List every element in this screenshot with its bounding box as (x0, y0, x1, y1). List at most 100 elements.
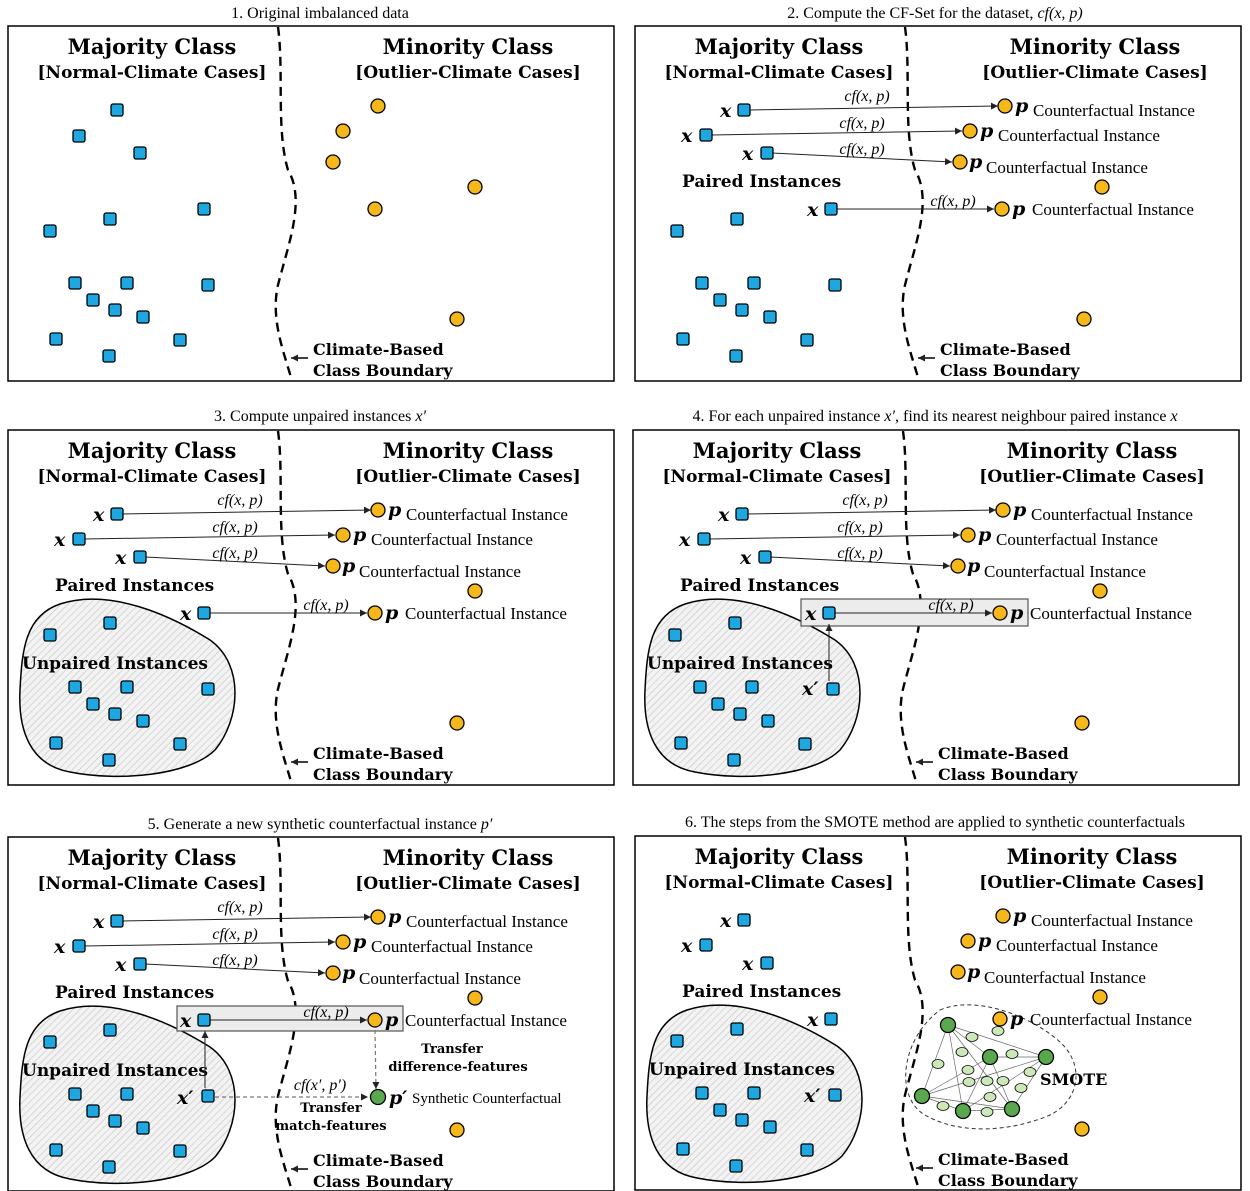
cf-label: cf(x, p) (839, 141, 884, 158)
panel-6-caption: 6. The steps from the SMOTE method are a… (685, 814, 1185, 831)
majority-square (763, 310, 777, 324)
majority-square (68, 680, 82, 694)
p-label: p (353, 524, 367, 546)
minority-circle (367, 1012, 383, 1028)
majority-square (728, 616, 742, 630)
minority-circle (1094, 179, 1110, 195)
minority-circle (995, 502, 1011, 518)
panel-1-caption: 1. Original imbalanced data (231, 5, 409, 22)
panel-1: 1. Original imbalanced data Majority Cla… (7, 5, 615, 382)
majority-square (828, 1088, 842, 1102)
panel-4: 4. For each unpaired instance x′, find i… (632, 408, 1240, 786)
majority-square (733, 707, 747, 721)
p-label: p (1010, 1008, 1024, 1030)
majority-square (68, 276, 82, 290)
transfer-match-label-line2: match-features (275, 1119, 386, 1134)
majority-square (102, 753, 116, 767)
x-label: x (680, 125, 693, 147)
x-label: x (806, 1009, 819, 1031)
majority-square (103, 1023, 117, 1037)
cf-label: cf(x, p) (217, 492, 262, 509)
majority-square (173, 333, 187, 347)
cf-arrow (710, 127, 963, 136)
smote-generated-point (996, 1076, 1010, 1086)
majority-square (49, 736, 63, 750)
majority-square (711, 697, 725, 711)
cf-label: cf(x, p) (212, 952, 257, 969)
majority-square (730, 212, 744, 226)
cf-label: cf(x, p) (839, 115, 884, 132)
counterfactual-label: Counterfactual Instance (984, 968, 1146, 987)
smote-edge (921, 1056, 1047, 1097)
cf-arrow (746, 506, 997, 515)
majority-square (108, 1114, 122, 1128)
unpaired-instances-label: Unpaired Instances (649, 1060, 835, 1080)
p-label: p (978, 524, 992, 546)
cf-label: cf(x, p) (212, 926, 257, 943)
cf-label: cf(x, p) (842, 492, 887, 509)
majority-class-subtitle: [Normal-Climate Cases] (38, 874, 267, 894)
majority-square (108, 303, 122, 317)
smote-generated-point (1023, 1067, 1037, 1077)
panel-2-frame (634, 25, 1242, 382)
counterfactual-label: Counterfactual Instance (405, 1011, 567, 1030)
majority-square (120, 1087, 134, 1101)
minority-circle (370, 98, 386, 114)
x-label: x (741, 143, 754, 165)
majority-square (735, 507, 749, 521)
x-label: x (179, 603, 192, 625)
p-label: p (1015, 95, 1029, 117)
smote-generated-point (991, 1026, 1005, 1036)
minority-circle (367, 605, 383, 621)
minority-circle (367, 201, 383, 217)
smote-generated-point (965, 1032, 979, 1042)
boundary-label-line2: Class Boundary (313, 765, 453, 784)
majority-instances (668, 507, 840, 767)
majority-square (713, 293, 727, 307)
majority-square (668, 628, 682, 642)
majority-class-title: Majority Class (693, 438, 862, 463)
counterfactual-label: Counterfactual Instance (405, 604, 567, 623)
majority-square (110, 914, 124, 928)
majority-square (86, 697, 100, 711)
minority-class-title: Minority Class (1010, 34, 1181, 59)
counterfactual-label: Counterfactual Instance (359, 562, 521, 581)
synthetic-counterfactual-circle (954, 1102, 972, 1120)
majority-square (72, 129, 86, 143)
x-label: x (804, 603, 817, 625)
majority-square (49, 332, 63, 346)
minority-circle (962, 123, 978, 139)
minority-circle (995, 908, 1011, 924)
majority-class-title: Majority Class (68, 34, 237, 59)
x-label: x (741, 953, 754, 975)
p-label: p (342, 555, 356, 577)
majority-square (201, 682, 215, 696)
p-label: p (967, 961, 981, 983)
majority-square (674, 736, 688, 750)
majority-square (760, 146, 774, 160)
smote-generated-point (1005, 1049, 1019, 1059)
majority-square (197, 1013, 211, 1027)
majority-square (737, 103, 751, 117)
minority-class-title: Minority Class (1007, 844, 1178, 869)
minority-circle (1076, 311, 1092, 327)
x-label: x (53, 936, 66, 958)
majority-square (713, 1103, 727, 1117)
x-prime-label: x′ (176, 1087, 193, 1109)
majority-square (828, 278, 842, 292)
counterfactual-label: Counterfactual Instance (359, 969, 521, 988)
minority-class-title: Minority Class (1007, 438, 1178, 463)
majority-square (695, 276, 709, 290)
unpaired-instances-label: Unpaired Instances (647, 654, 833, 674)
panel-5-frame (7, 836, 615, 1191)
x-label: x (680, 935, 693, 957)
majority-square (86, 293, 100, 307)
x-label: x (114, 954, 127, 976)
majority-square (695, 1086, 709, 1100)
minority-instances (952, 98, 1110, 327)
cf-pairs: cf(x, p) cf(x, p) cf(x, p) cf(x, p) x x … (680, 88, 1195, 221)
p-label: p (978, 930, 992, 952)
panel-1-frame (7, 25, 615, 382)
synthetic-counterfactual-circle (939, 1016, 957, 1034)
majority-instances (670, 103, 842, 363)
